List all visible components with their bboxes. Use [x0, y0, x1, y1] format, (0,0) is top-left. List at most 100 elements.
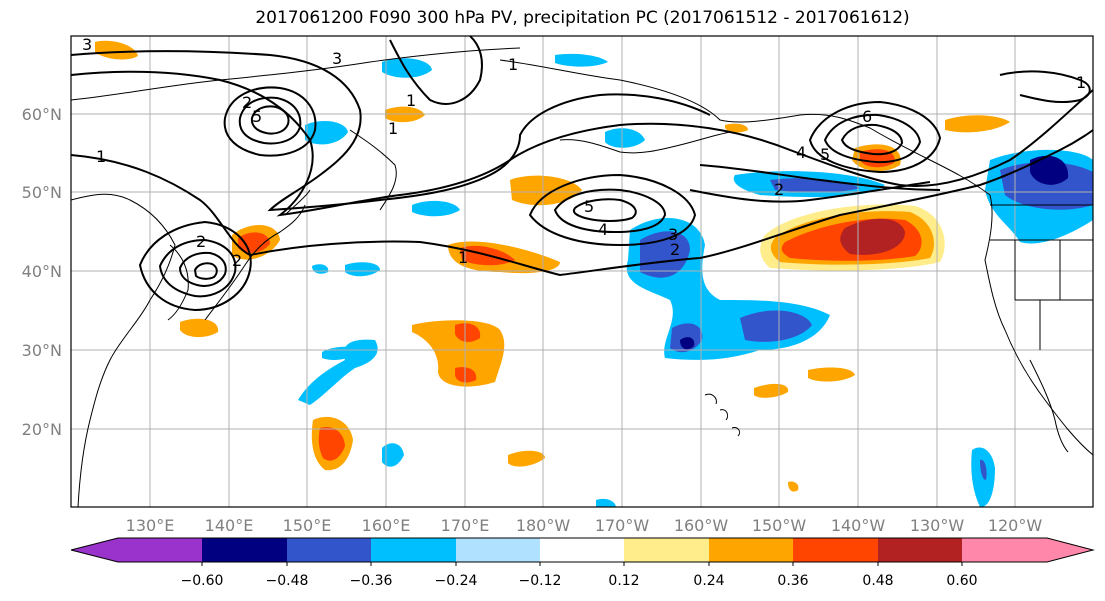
contour-label: 2	[232, 251, 242, 270]
coastline-alaska	[499, 59, 991, 196]
latitude-label: 40°N	[22, 262, 62, 281]
latitude-labels: 60°N 50°N 40°N 30°N 20°N	[22, 105, 62, 439]
colorbar-tick-label: −0.48	[266, 573, 309, 589]
map-frame	[70, 35, 1094, 508]
contour-label: 2	[196, 232, 206, 251]
pv-contour-8	[158, 238, 237, 298]
colorbar-cell	[540, 538, 624, 562]
pv-contour-18	[689, 181, 931, 203]
coastline-baja	[1029, 359, 1069, 453]
colorbar-cell	[287, 538, 371, 562]
colorbar-cells	[70, 537, 1095, 566]
longitude-labels: 130°E 140°E 150°E 160°E 170°E 180°W 170°…	[126, 516, 1043, 535]
latitude-label: 60°N	[22, 105, 62, 124]
contour-label: 5	[820, 145, 830, 164]
precip-positive-area	[180, 318, 219, 338]
longitude-label: 130°W	[910, 516, 965, 535]
precip-positive-area	[238, 232, 270, 253]
coastline-japan-hokkaido	[284, 189, 311, 216]
longitude-label: 120°W	[988, 516, 1043, 535]
precip-positive-area	[455, 367, 477, 383]
coastline-japan	[204, 204, 306, 321]
precip-positive-area	[725, 123, 748, 133]
contour-label: 1	[96, 147, 106, 166]
pv-contours	[70, 35, 1094, 312]
precip-negative-area	[412, 200, 460, 217]
colorbar-extend-min	[71, 538, 202, 562]
coastline-asia	[70, 193, 176, 508]
colorbar-cell	[878, 538, 962, 562]
longitude-label: 150°W	[752, 516, 807, 535]
contour-label: 1	[1076, 73, 1086, 92]
contour-label: 2	[670, 240, 680, 259]
contour-label: 3	[668, 225, 678, 244]
colorbar-cell	[456, 538, 540, 562]
colorbar-tick-label: 0.48	[862, 573, 893, 589]
colorbar-tick-label: −0.36	[350, 573, 393, 589]
contour-label: 4	[598, 220, 608, 239]
precip-negative-area	[382, 443, 404, 467]
precip-negative-area	[555, 53, 608, 67]
precip-negative-area	[1000, 161, 1093, 210]
precip-positive-area	[510, 175, 582, 206]
contour-label: 6	[862, 107, 872, 126]
precip-negative-area	[1030, 155, 1069, 185]
colorbar-cell	[624, 538, 709, 562]
contour-label: 3	[82, 35, 92, 54]
colorbar-cell	[371, 538, 456, 562]
pv-contour-10	[193, 262, 218, 280]
latitude-label: 20°N	[22, 420, 62, 439]
precip-positive-area	[508, 450, 545, 467]
precip-negative-area	[596, 498, 616, 507]
precip-positive-area	[945, 115, 1010, 133]
map-title: 2017061200 F090 300 hPa PV, precipitatio…	[255, 8, 910, 28]
precip-negative-area	[382, 58, 432, 78]
precip-negative-area	[980, 459, 987, 480]
colorbar-tick-label: 0.24	[693, 573, 724, 589]
pv-contour-12	[238, 96, 302, 145]
colorbar-tick-labels: −0.60 −0.48 −0.36 −0.24 −0.12 0.12 0.24 …	[181, 573, 978, 589]
colorbar-cell	[202, 538, 287, 562]
precip-negative-area	[740, 310, 812, 342]
colorbar-tick-label: −0.24	[435, 573, 478, 589]
colorbar-tick-label: −0.60	[181, 573, 224, 589]
precip-positive-area	[455, 323, 481, 342]
precip-positive-area	[754, 383, 789, 398]
latitude-label: 30°N	[22, 341, 62, 360]
precip-positive-area	[808, 367, 855, 382]
coastline-aleutians	[559, 131, 731, 154]
colorbar-outline	[70, 537, 1095, 563]
coastline-north-america	[984, 194, 1094, 456]
contour-label: 1	[458, 248, 468, 267]
pv-contour-20	[389, 35, 483, 105]
colorbar-tick-label: 0.60	[946, 573, 977, 589]
contour-label: 5	[252, 107, 262, 126]
precip-positive-area	[318, 426, 345, 461]
contour-label: 1	[406, 91, 416, 110]
pv-contour-15	[823, 113, 922, 164]
pv-contour-14	[808, 100, 942, 174]
precip-positive-area	[95, 40, 138, 60]
pv-contour-3	[70, 50, 711, 212]
longitude-label: 180°W	[516, 516, 571, 535]
pv-contour-9	[178, 251, 227, 287]
coastlines	[70, 47, 1094, 508]
longitude-label: 170°W	[595, 516, 650, 535]
contour-label: 2	[774, 180, 784, 199]
pv-contour-13	[250, 105, 290, 135]
pv-contour-16	[840, 123, 904, 156]
contour-label: 3	[332, 49, 342, 68]
longitude-label: 170°E	[441, 516, 490, 535]
contour-label: 1	[388, 119, 398, 138]
precip-positive-area	[412, 320, 505, 387]
contour-label: 1	[508, 55, 518, 74]
contour-label: 4	[796, 143, 806, 162]
precip-negative-area	[298, 339, 378, 405]
pv-contour-17	[699, 164, 941, 191]
coastline-siberia	[70, 47, 521, 101]
longitude-label: 150°E	[283, 516, 332, 535]
contour-label: 2	[242, 93, 252, 112]
coastline-hawaii	[704, 393, 741, 437]
latitude-label: 50°N	[22, 183, 62, 202]
